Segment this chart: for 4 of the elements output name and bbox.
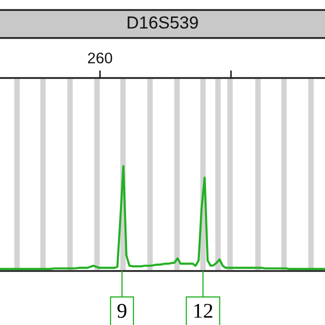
text: 260: [88, 52, 112, 64]
text: 12: [194, 304, 212, 318]
text: 9: [117, 304, 126, 318]
chart-title: D16S539: [128, 16, 198, 29]
